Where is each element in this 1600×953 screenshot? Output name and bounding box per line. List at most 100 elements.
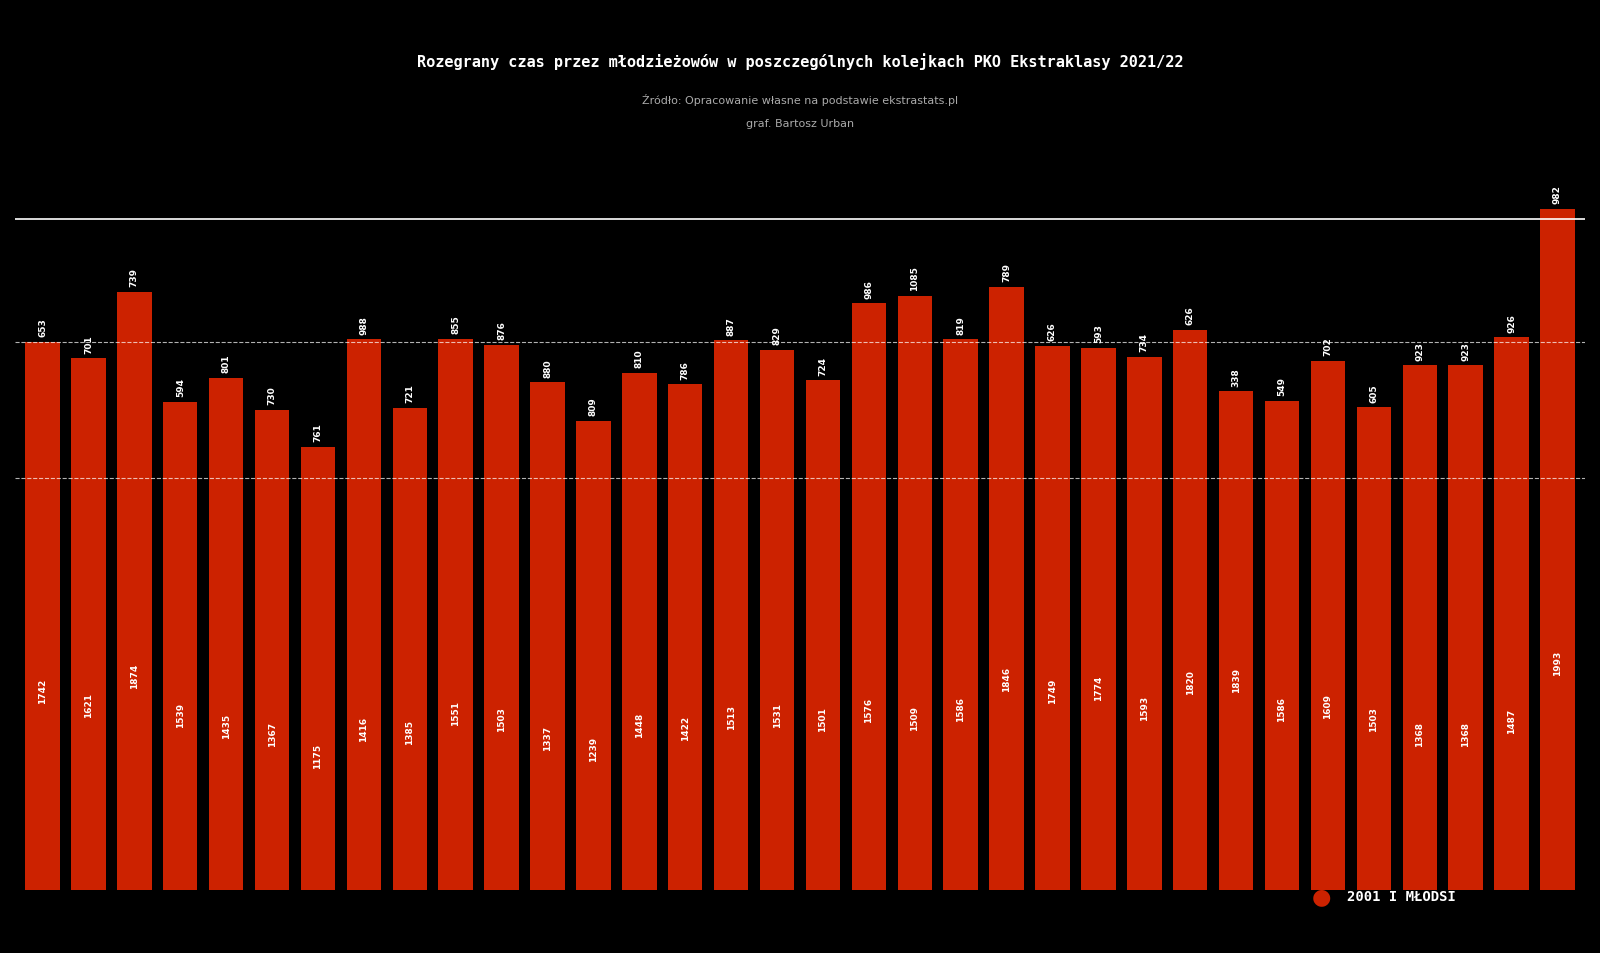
Bar xyxy=(210,378,243,890)
Text: 829: 829 xyxy=(773,326,781,344)
Text: 810: 810 xyxy=(635,349,643,368)
Bar xyxy=(1219,392,1253,890)
Text: ●: ● xyxy=(1312,886,1331,905)
Text: 986: 986 xyxy=(864,279,874,298)
Text: 1367: 1367 xyxy=(267,721,277,746)
Text: 1820: 1820 xyxy=(1186,670,1195,695)
Text: 801: 801 xyxy=(222,355,230,373)
Text: 734: 734 xyxy=(1139,333,1149,352)
Bar xyxy=(163,402,197,890)
Text: 988: 988 xyxy=(360,315,368,335)
Text: Źródło: Opracowanie własne na podstawie ekstrastats.pl: Źródło: Opracowanie własne na podstawie … xyxy=(642,94,958,106)
Bar xyxy=(760,350,794,890)
Text: 1501: 1501 xyxy=(819,706,827,731)
Text: 1509: 1509 xyxy=(910,705,920,730)
Text: 626: 626 xyxy=(1186,306,1195,325)
Text: 1435: 1435 xyxy=(222,714,230,739)
Bar xyxy=(989,287,1024,890)
Text: 724: 724 xyxy=(819,356,827,375)
Text: 923: 923 xyxy=(1461,341,1470,360)
Bar xyxy=(26,342,59,890)
Text: 1487: 1487 xyxy=(1507,707,1517,733)
Bar xyxy=(622,374,656,890)
Bar xyxy=(806,381,840,890)
Bar xyxy=(1403,366,1437,890)
Bar xyxy=(72,359,106,890)
Text: 730: 730 xyxy=(267,386,277,405)
Text: 626: 626 xyxy=(1048,322,1058,341)
Bar xyxy=(714,341,749,890)
Bar xyxy=(1448,366,1483,890)
Text: 1874: 1874 xyxy=(130,663,139,688)
Text: Rozegrany czas przez młodzieżowów w poszczególnych kolejkach PKO Ekstraklasy 202: Rozegrany czas przez młodzieżowów w posz… xyxy=(416,53,1184,71)
Text: 1368: 1368 xyxy=(1416,721,1424,746)
Text: 1749: 1749 xyxy=(1048,678,1058,703)
Text: 1531: 1531 xyxy=(773,702,781,728)
Text: 1368: 1368 xyxy=(1461,721,1470,746)
Text: 926: 926 xyxy=(1507,314,1517,333)
Text: 1993: 1993 xyxy=(1554,650,1562,675)
Text: 2001 I MŁODSI: 2001 I MŁODSI xyxy=(1347,889,1456,902)
Text: 1422: 1422 xyxy=(680,715,690,740)
Text: 1503: 1503 xyxy=(498,706,506,731)
Bar xyxy=(669,385,702,890)
Text: 887: 887 xyxy=(726,316,736,335)
Bar xyxy=(1541,210,1574,890)
Text: 1503: 1503 xyxy=(1370,706,1378,731)
Bar xyxy=(851,304,886,890)
Bar xyxy=(392,408,427,890)
Text: 1586: 1586 xyxy=(957,697,965,721)
Text: 786: 786 xyxy=(680,360,690,379)
Bar xyxy=(1035,347,1070,890)
Text: 923: 923 xyxy=(1416,341,1424,360)
Text: 982: 982 xyxy=(1554,185,1562,204)
Text: 1593: 1593 xyxy=(1139,696,1149,720)
Text: 1609: 1609 xyxy=(1323,694,1333,719)
Bar xyxy=(347,340,381,890)
Bar xyxy=(438,339,474,890)
Text: 1175: 1175 xyxy=(314,743,323,768)
Bar xyxy=(301,447,334,890)
Text: 1385: 1385 xyxy=(405,720,414,744)
Text: 1085: 1085 xyxy=(910,266,920,291)
Text: 594: 594 xyxy=(176,377,184,396)
Text: 1513: 1513 xyxy=(726,704,736,730)
Text: 549: 549 xyxy=(1277,377,1286,396)
Text: graf. Bartosz Urban: graf. Bartosz Urban xyxy=(746,119,854,129)
Text: 761: 761 xyxy=(314,423,323,441)
Text: 739: 739 xyxy=(130,268,139,287)
Bar xyxy=(1126,357,1162,890)
Text: 876: 876 xyxy=(498,321,506,340)
Text: 721: 721 xyxy=(405,384,414,402)
Text: 1576: 1576 xyxy=(864,698,874,722)
Bar xyxy=(1357,408,1390,890)
Text: 1239: 1239 xyxy=(589,736,598,761)
Text: 1586: 1586 xyxy=(1277,697,1286,721)
Bar xyxy=(117,293,152,890)
Text: 702: 702 xyxy=(1323,337,1333,355)
Bar xyxy=(1266,402,1299,890)
Text: 1416: 1416 xyxy=(360,716,368,740)
Text: 1539: 1539 xyxy=(176,701,184,727)
Bar xyxy=(898,296,931,890)
Text: 1448: 1448 xyxy=(635,712,643,738)
Bar xyxy=(1494,338,1528,890)
Bar xyxy=(485,346,518,890)
Text: 1774: 1774 xyxy=(1094,675,1102,700)
Bar xyxy=(1173,331,1208,890)
Text: 809: 809 xyxy=(589,397,598,416)
Text: 1846: 1846 xyxy=(1002,666,1011,692)
Text: 789: 789 xyxy=(1002,263,1011,281)
Bar xyxy=(1310,361,1346,890)
Text: 1621: 1621 xyxy=(83,693,93,718)
Bar xyxy=(254,411,290,890)
Text: 1337: 1337 xyxy=(542,725,552,750)
Text: 819: 819 xyxy=(957,315,965,335)
Bar xyxy=(576,421,611,890)
Text: 338: 338 xyxy=(1232,368,1240,386)
Text: 701: 701 xyxy=(83,335,93,354)
Text: 880: 880 xyxy=(542,358,552,377)
Bar xyxy=(530,383,565,890)
Text: 1839: 1839 xyxy=(1232,667,1240,693)
Text: 593: 593 xyxy=(1094,324,1102,343)
